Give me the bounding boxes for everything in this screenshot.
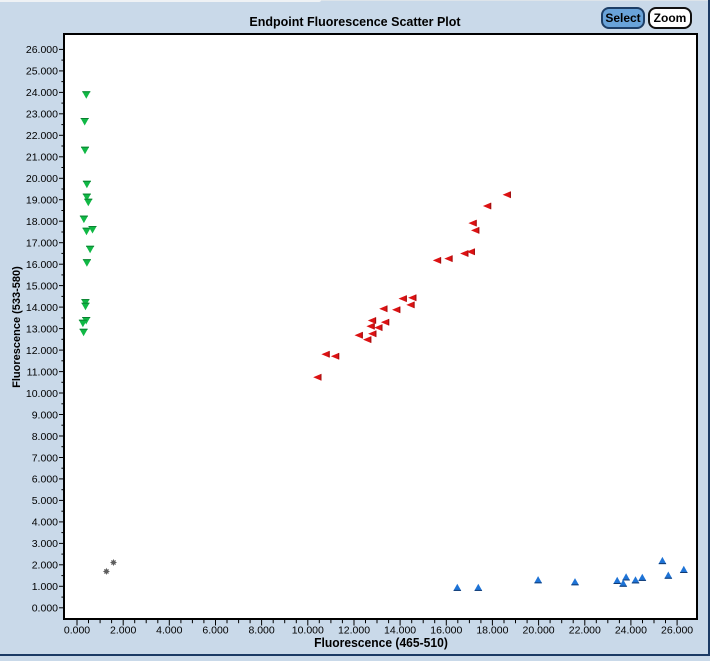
svg-text:8.000: 8.000 (32, 431, 58, 443)
svg-text:20.000: 20.000 (26, 173, 58, 185)
svg-text:9.000: 9.000 (32, 409, 58, 421)
svg-text:14.000: 14.000 (26, 302, 58, 314)
svg-text:3.000: 3.000 (32, 538, 58, 550)
svg-text:15.000: 15.000 (26, 280, 58, 292)
svg-text:10.000: 10.000 (292, 625, 324, 637)
svg-text:1.000: 1.000 (32, 581, 58, 593)
svg-text:22.000: 22.000 (26, 130, 58, 142)
svg-text:10.000: 10.000 (26, 388, 58, 400)
svg-text:0.000: 0.000 (64, 625, 90, 637)
svg-text:12.000: 12.000 (338, 625, 370, 637)
svg-text:5.000: 5.000 (32, 495, 58, 507)
svg-text:24.000: 24.000 (26, 87, 58, 99)
svg-text:6.000: 6.000 (202, 625, 228, 637)
svg-text:24.000: 24.000 (615, 625, 647, 637)
svg-text:6.000: 6.000 (32, 474, 58, 486)
svg-text:4.000: 4.000 (156, 625, 182, 637)
svg-text:7.000: 7.000 (32, 452, 58, 464)
svg-text:26.000: 26.000 (26, 44, 58, 56)
svg-text:26.000: 26.000 (661, 625, 693, 637)
svg-text:2.000: 2.000 (110, 625, 136, 637)
svg-text:20.000: 20.000 (523, 625, 555, 637)
svg-text:25.000: 25.000 (26, 66, 58, 78)
svg-text:16.000: 16.000 (26, 259, 58, 271)
svg-text:23.000: 23.000 (26, 109, 58, 121)
svg-text:12.000: 12.000 (26, 345, 58, 357)
svg-text:19.000: 19.000 (26, 195, 58, 207)
svg-text:18.000: 18.000 (26, 216, 58, 228)
svg-text:21.000: 21.000 (26, 152, 58, 164)
svg-text:11.000: 11.000 (27, 366, 58, 378)
svg-text:2.000: 2.000 (32, 560, 58, 572)
svg-text:0.000: 0.000 (32, 603, 58, 615)
svg-text:4.000: 4.000 (32, 517, 58, 529)
svg-text:13.000: 13.000 (26, 323, 58, 335)
svg-text:8.000: 8.000 (248, 625, 274, 637)
svg-text:18.000: 18.000 (476, 625, 508, 637)
svg-text:17.000: 17.000 (26, 238, 58, 250)
svg-text:14.000: 14.000 (384, 625, 416, 637)
svg-text:16.000: 16.000 (430, 625, 462, 637)
svg-text:22.000: 22.000 (569, 625, 601, 637)
